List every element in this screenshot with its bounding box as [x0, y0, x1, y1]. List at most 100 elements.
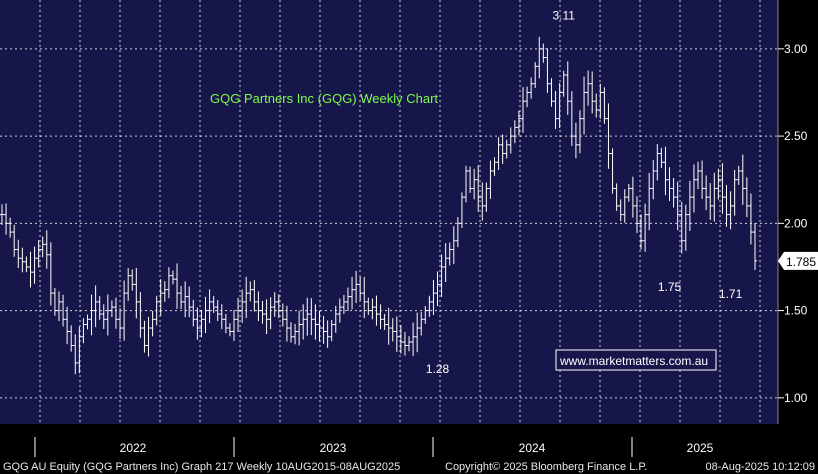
ohlc-bar: [288, 322, 293, 343]
ohlc-bar: [16, 239, 21, 268]
ohlc-bar: [252, 279, 257, 312]
ohlc-bar: [447, 242, 452, 266]
ohlc-bar: [280, 303, 285, 327]
ohlc-bar: [162, 281, 167, 302]
ohlc-bar: [525, 86, 530, 108]
ohlc-bar: [411, 322, 416, 357]
ohlc-bar: [12, 224, 17, 257]
ohlc-bar: [118, 308, 123, 340]
ohlc-bar: [32, 246, 37, 284]
ohlc-bar: [744, 177, 749, 218]
ohlc-bar: [504, 139, 509, 159]
ohlc-bar: [28, 251, 33, 288]
ohlc-bar: [337, 298, 342, 323]
ohlc-bar: [227, 323, 232, 337]
ohlc-bar: [256, 291, 261, 322]
ohlc-bar: [443, 243, 448, 283]
watermark: www.marketmatters.com.au: [555, 349, 717, 371]
ohlc-bar: [622, 189, 627, 223]
y-tick-label: 2.50: [784, 129, 808, 143]
y-axis: 3.00 2.50 2.00 1.50 1.00: [777, 0, 808, 424]
ohlc-bar: [561, 70, 566, 97]
ohlc-bar: [696, 161, 701, 190]
ohlc-bar: [321, 315, 326, 344]
ohlc-bar: [170, 270, 175, 285]
ohlc-bar: [545, 48, 550, 94]
ohlc-bar: [309, 298, 314, 336]
ohlc-bar: [187, 286, 192, 318]
last-price-tag: 1.785: [778, 251, 818, 270]
ohlc-bar: [358, 276, 363, 301]
ohlc-bar: [508, 127, 513, 154]
ohlc-bar: [577, 110, 582, 154]
ohlc-bar: [390, 318, 395, 342]
ohlc-bar: [573, 122, 578, 159]
ohlc-bar: [675, 181, 680, 231]
ohlc-bar: [590, 71, 595, 114]
y-tick-label: 2.00: [784, 216, 808, 230]
ohlc-bar: [333, 305, 338, 333]
ohlc-bar: [634, 196, 639, 234]
ohlc-bar: [305, 297, 310, 336]
ohlc-bar: [398, 325, 403, 354]
ohlc-bar: [126, 267, 131, 301]
ohlc-bar: [683, 204, 688, 251]
ohlc-bar: [138, 292, 143, 338]
ohlc-bar: [89, 294, 94, 336]
ohlc-bar: [464, 165, 469, 203]
ohlc-bar: [73, 334, 78, 375]
ohlc-bar: [435, 271, 440, 307]
ohlc-bar: [402, 331, 407, 356]
ohlc-bar: [630, 176, 635, 218]
ohlc-bar: [382, 313, 387, 330]
ohlc-bar: [614, 183, 619, 211]
ohlc-bar: [345, 287, 350, 311]
ohlc-bar: [732, 170, 737, 216]
ohlc-bar: [97, 296, 102, 320]
ohlc-bar: [610, 148, 615, 194]
price-annotation: 1.71: [719, 287, 743, 301]
ohlc-bar: [606, 103, 611, 169]
ohlc-bar: [671, 177, 676, 208]
ohlc-bar: [113, 297, 118, 329]
ohlc-bar: [130, 269, 135, 291]
ohlc-bar: [44, 230, 49, 269]
ohlc-bar: [484, 182, 489, 212]
ohlc-bar: [659, 147, 664, 168]
ohlc-bar: [704, 175, 709, 211]
ohlc-bar: [427, 295, 432, 317]
ohlc-bar: [740, 154, 745, 205]
ohlc-bar: [720, 163, 725, 214]
ohlc-bar: [667, 167, 672, 201]
ohlc-bar: [207, 289, 212, 323]
ohlc-bar: [679, 201, 684, 254]
ohlc-bar: [8, 217, 13, 238]
ohlc-bar: [370, 298, 375, 320]
ohlc-bar: [158, 279, 163, 316]
ohlc-bar: [61, 294, 66, 327]
ohlc-bar: [553, 91, 558, 129]
watermark-box: [555, 349, 717, 371]
ohlc-bar: [24, 256, 29, 273]
ohlc-bar: [459, 192, 464, 228]
ohlc-bar: [386, 307, 391, 345]
ohlc-bar: [468, 166, 473, 193]
ohlc-bar: [293, 323, 298, 345]
ohlc-bar: [492, 157, 497, 176]
ohlc-bar: [85, 314, 90, 330]
ohlc-bar: [472, 168, 477, 200]
y-tick-label: 1.50: [784, 304, 808, 318]
x-tick-label: 2022: [120, 441, 147, 455]
ohlc-bar: [407, 336, 412, 352]
chart-title: GQG Partners Inc (GQG) Weekly Chart: [210, 91, 438, 106]
x-tick-label: 2023: [320, 441, 347, 455]
ohlc-bar: [134, 267, 139, 319]
ohlc-bar: [480, 182, 485, 221]
ohlc-bar: [618, 199, 623, 222]
ohlc-bar: [651, 160, 656, 200]
x-axis: 2022 2023 2024 2025: [0, 424, 818, 458]
ohlc-bar: [52, 287, 57, 316]
footer-left: GQG AU Equity (GQG Partners Inc) Graph 2…: [3, 461, 400, 473]
ohlc-bar: [244, 276, 249, 319]
ohlc-bar: [712, 172, 717, 222]
